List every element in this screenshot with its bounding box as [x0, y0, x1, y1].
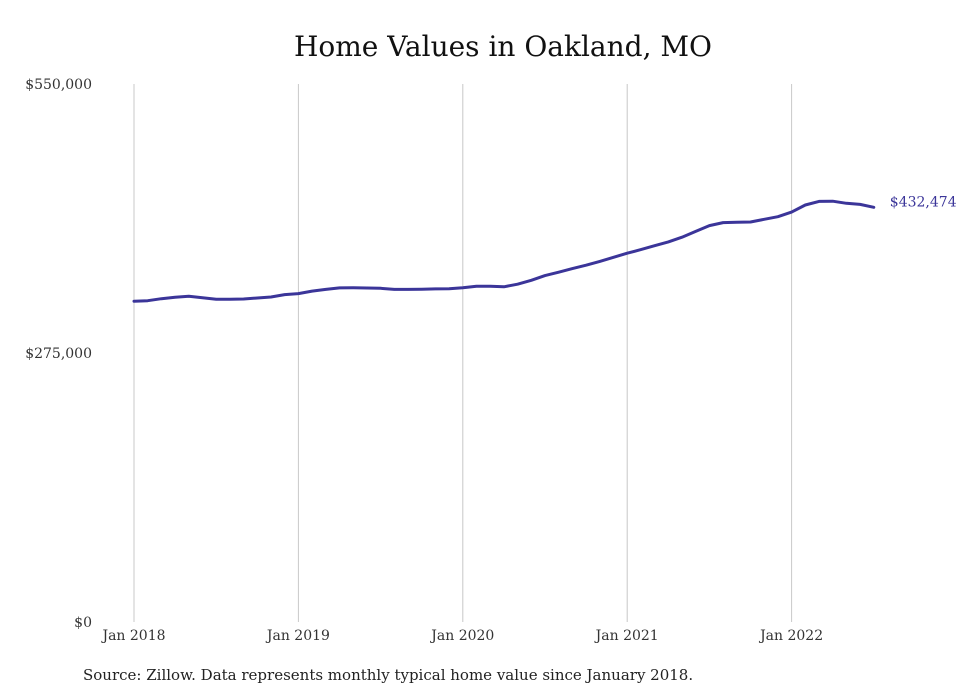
- series-line: [132, 199, 876, 303]
- x-tick-label: Jan 2018: [100, 628, 165, 644]
- y-tick-label: $550,000: [25, 77, 92, 93]
- y-axis-ticks: $0 $275,000 $550,000: [25, 77, 92, 631]
- line-chart: $0$275,000$550,000 Jan 2018 Jan 2019 Jan 2…: [25, 77, 957, 644]
- chart-title: Home Values in Oakland, MO: [293, 30, 712, 63]
- y-tick-label: $0: [74, 615, 92, 631]
- x-tick-label: Jan 2021: [594, 628, 659, 644]
- y-tick-label: $275,000: [25, 346, 92, 362]
- end-value-label: $432,474: [890, 194, 957, 210]
- x-tick-label: Jan 2022: [758, 628, 823, 644]
- x-tick-label: Jan 2020: [429, 628, 494, 644]
- x-axis-ticks: Jan 2018 Jan 2019 Jan 2020 Jan 2021 Jan 2022: [100, 628, 823, 644]
- grid-lines: [133, 84, 793, 622]
- x-tick-label: Jan 2019: [265, 628, 330, 644]
- source-note: Source: Zillow. Data represents monthly …: [83, 666, 694, 684]
